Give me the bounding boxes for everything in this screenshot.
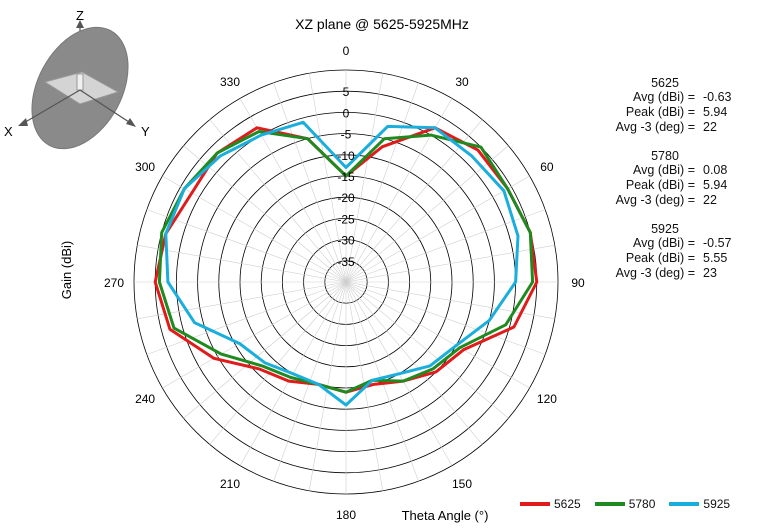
- stat-label: Peak (dBi) =: [625, 178, 695, 192]
- polar-grid: [133, 69, 559, 495]
- angle-tick-label: 60: [540, 160, 554, 174]
- stat-row: Avg (dBi) = -0.57: [560, 236, 760, 251]
- grid-spoke: [345, 145, 509, 283]
- legend: 5625 5780 5925: [520, 497, 744, 511]
- legend-swatch: [520, 502, 550, 506]
- grid-spoke: [137, 281, 347, 320]
- grid-spoke: [162, 281, 347, 389]
- grid-spoke: [273, 82, 347, 283]
- grid-spoke: [209, 281, 347, 445]
- stat-row: Avg -3 (deg) = 22: [560, 120, 760, 135]
- legend-swatch: [594, 502, 625, 506]
- stat-label: Avg -3 (deg) =: [615, 266, 695, 280]
- stat-frequency: 5925: [651, 222, 679, 236]
- grid-spoke: [345, 281, 509, 419]
- grid-spoke: [137, 244, 347, 283]
- stat-row: Peak (dBi) = 5.55: [560, 251, 760, 266]
- stat-label: Avg (dBi) =: [633, 90, 695, 104]
- stat-value: -0.57: [703, 236, 732, 250]
- angle-tick-label: 330: [220, 75, 240, 89]
- radial-tick-label: -20: [337, 191, 355, 205]
- stat-label: Avg -3 (deg) =: [615, 120, 695, 134]
- stat-value: 5.55: [703, 251, 728, 265]
- radial-tick-label: -25: [337, 212, 355, 226]
- radial-tick-label: -30: [337, 234, 355, 248]
- grid-spoke: [308, 73, 347, 283]
- series-line-5925: [164, 120, 520, 407]
- orientation-axes-icon: Z X Y: [4, 8, 150, 150]
- stat-label: Avg (dBi) =: [633, 236, 695, 250]
- stat-block-5780: 5780 Avg (dBi) = 0.08 Peak (dBi) = 5.94 Avg -…: [560, 149, 760, 208]
- grid-spoke: [345, 175, 530, 283]
- z-axis-label: Z: [76, 8, 84, 23]
- stat-label: Peak (dBi) =: [625, 251, 695, 265]
- stat-value: 22: [703, 193, 717, 207]
- stat-label: Avg (dBi) =: [633, 163, 695, 177]
- stat-label: Avg -3 (deg) =: [615, 193, 695, 207]
- radial-tick-label: -5: [341, 128, 352, 142]
- grid-spoke: [146, 281, 347, 355]
- angle-tick-label: 0: [343, 44, 350, 58]
- angle-tick-label: 30: [455, 75, 469, 89]
- angle-tick-label: 180: [336, 508, 356, 522]
- grid-spoke: [345, 244, 555, 283]
- y-axis-title: Gain (dBi): [59, 241, 74, 300]
- stat-value: 0.08: [703, 163, 728, 177]
- radial-tick-label: 0: [343, 106, 350, 120]
- stat-block-5625: 5625 Avg (dBi) = -0.63 Peak (dBi) = 5.94 Avg …: [560, 76, 760, 135]
- stat-frequency: 5625: [651, 76, 679, 90]
- stat-row: Avg (dBi) = -0.63: [560, 90, 760, 105]
- grid-spoke: [345, 281, 483, 445]
- grid-spoke: [345, 73, 384, 283]
- grid-spoke: [345, 281, 530, 389]
- stat-value: 5.94: [703, 178, 728, 192]
- legend-item-5780: 5780: [594, 497, 656, 511]
- angle-tick-label: 210: [220, 477, 240, 491]
- chart-title: XZ plane @ 5625-5925MHz: [295, 16, 469, 32]
- legend-item-5925: 5925: [669, 497, 730, 511]
- stat-row: Avg -3 (deg) = 22: [560, 193, 760, 208]
- legend-label: 5780: [628, 497, 656, 511]
- series-layer: [153, 120, 539, 407]
- stat-value: 22: [703, 120, 717, 134]
- angle-tick-label: 90: [571, 276, 585, 290]
- angle-tick-label: 240: [135, 392, 155, 406]
- grid-spoke: [345, 82, 419, 283]
- legend-label: 5625: [554, 497, 581, 511]
- grid-spoke: [345, 281, 546, 355]
- stat-value: 23: [703, 266, 717, 280]
- stat-block-5925: 5925 Avg (dBi) = -0.57 Peak (dBi) = 5.55 Avg …: [560, 222, 760, 281]
- angle-tick-label: 120: [537, 392, 557, 406]
- stat-value: 5.94: [703, 105, 728, 119]
- grid-spoke: [183, 281, 347, 419]
- stat-label: Peak (dBi) =: [625, 105, 695, 119]
- statistics-panel: 5625 Avg (dBi) = -0.63 Peak (dBi) = 5.94 Avg …: [560, 76, 760, 295]
- radial-tick-label: -15: [337, 170, 355, 184]
- stat-row: Peak (dBi) = 5.94: [560, 178, 760, 193]
- stat-row: Peak (dBi) = 5.94: [560, 105, 760, 120]
- radial-tick-label: 5: [343, 85, 350, 99]
- x-axis-label: X: [4, 124, 13, 139]
- radial-tick-label: -35: [337, 255, 355, 269]
- radial-tick-label: -10: [337, 149, 355, 163]
- legend-item-5625: 5625: [520, 497, 581, 511]
- stat-row: Avg (dBi) = 0.08: [560, 163, 760, 178]
- x-axis-title: Theta Angle (°): [402, 508, 489, 523]
- legend-swatch: [669, 502, 700, 506]
- angle-tick-label: 150: [452, 477, 472, 491]
- stat-frequency: 5780: [651, 149, 679, 163]
- y-axis-label: Y: [141, 124, 150, 139]
- angle-tick-label: 300: [135, 160, 155, 174]
- legend-label: 5925: [703, 497, 731, 511]
- stat-value: -0.63: [703, 90, 732, 104]
- angle-tick-label: 270: [104, 276, 124, 290]
- grid-spoke: [183, 145, 347, 283]
- stat-row: Avg -3 (deg) = 23: [560, 266, 760, 281]
- grid-spoke: [146, 209, 347, 283]
- tick-layer: 5 0 -5 -10 -15 -20 -25 -30 -35 0 30 60 90 120 150 180 21…: [104, 44, 585, 522]
